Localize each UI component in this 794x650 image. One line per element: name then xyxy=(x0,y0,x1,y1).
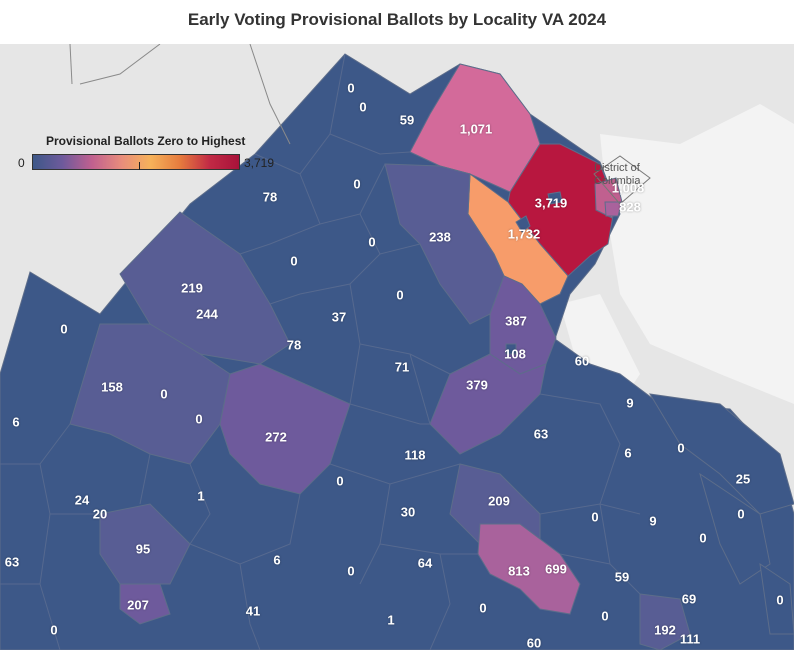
locality-label: 0 xyxy=(353,176,361,192)
locality-label: 0 xyxy=(347,80,355,96)
locality-label: 0 xyxy=(699,530,707,546)
locality-label: 379 xyxy=(466,377,488,393)
locality-label: 78 xyxy=(286,337,302,353)
map-area[interactable]: District of Columbia Provisional Ballots… xyxy=(0,44,794,650)
locality-label: 1,071 xyxy=(459,121,493,137)
locality-label: 6 xyxy=(273,552,281,568)
locality-label: 0 xyxy=(336,473,344,489)
locality-label: 0 xyxy=(160,386,168,402)
map-svg[interactable] xyxy=(0,44,794,650)
locality-label: 0 xyxy=(195,411,203,427)
locality-label: 30 xyxy=(400,504,416,520)
legend: Provisional Ballots Zero to Highest 0 3,… xyxy=(18,132,288,174)
locality-label: 0 xyxy=(60,321,68,337)
enclave[interactable] xyxy=(515,215,531,233)
locality-label: 64 xyxy=(417,555,433,571)
map-title: Early Voting Provisional Ballots by Loca… xyxy=(187,10,607,29)
locality-label: 118 xyxy=(404,447,426,463)
locality-label: 41 xyxy=(245,603,261,619)
state-border xyxy=(69,44,73,85)
eastern-shore-south[interactable] xyxy=(699,472,771,585)
locality-label: 387 xyxy=(505,313,527,329)
county-boundaries xyxy=(0,53,641,650)
locality-label: 111 xyxy=(679,631,701,647)
locality-label: 238 xyxy=(429,229,451,245)
locality-label: 63 xyxy=(533,426,549,442)
locality-label: 0 xyxy=(479,600,487,616)
locality-label: 25 xyxy=(735,471,751,487)
locality-label: 63 xyxy=(4,554,20,570)
locality-label: 6 xyxy=(12,414,20,430)
locality-label: 6 xyxy=(624,445,632,461)
locality-label: 1 xyxy=(197,488,205,504)
enclave[interactable] xyxy=(505,343,517,355)
locality-label: 60 xyxy=(526,635,542,650)
locality-label: 1,732 xyxy=(507,226,541,242)
locality-label: 60 xyxy=(574,353,590,369)
locality-label: 0 xyxy=(359,99,367,115)
legend-max-label: 3,719 xyxy=(244,156,275,170)
state-border xyxy=(249,44,291,145)
locality-label: 0 xyxy=(677,440,685,456)
enclave[interactable] xyxy=(547,191,563,205)
locality-label: 24 xyxy=(74,492,90,508)
locality-label: 78 xyxy=(262,189,278,205)
county-1071[interactable] xyxy=(409,63,541,193)
locality-label: 59 xyxy=(399,112,415,128)
locality-label: 219 xyxy=(181,280,203,296)
locality-label: 192 xyxy=(654,622,676,638)
legend-tick xyxy=(139,162,140,170)
county-828[interactable] xyxy=(604,201,623,217)
legend-title: Provisional Ballots Zero to Highest xyxy=(46,134,246,148)
locality-label: 158 xyxy=(101,379,123,395)
legend-color-bar xyxy=(32,154,240,170)
locality-label: 9 xyxy=(649,513,657,529)
locality-label: 69 xyxy=(681,591,697,607)
legend-min-label: 0 xyxy=(18,156,25,170)
county-379[interactable] xyxy=(429,353,547,455)
eastern-shore[interactable] xyxy=(649,393,794,515)
locality-label: 59 xyxy=(614,569,630,585)
locality-label: 828 xyxy=(619,199,641,215)
county-192[interactable] xyxy=(639,593,691,650)
locality-label: 0 xyxy=(347,563,355,579)
dc-boundary xyxy=(593,155,651,205)
locality-label: 209 xyxy=(488,493,510,509)
locality-label: 272 xyxy=(265,429,287,445)
locality-label: 0 xyxy=(368,234,376,250)
county-207[interactable] xyxy=(119,583,171,625)
county-95[interactable] xyxy=(99,503,191,585)
locality-label: 9 xyxy=(626,395,634,411)
locality-label: 0 xyxy=(776,592,784,608)
locality-label: 207 xyxy=(127,597,149,613)
locality-label: 3,719 xyxy=(534,195,568,211)
county-813-699[interactable] xyxy=(477,523,581,615)
dc-label: District of Columbia xyxy=(594,162,641,187)
locality-label: 0 xyxy=(601,608,609,624)
locality-label: 0 xyxy=(737,506,745,522)
locality-label: 699 xyxy=(545,561,567,577)
eastern-shore-tip[interactable] xyxy=(759,562,794,635)
locality-label: 813 xyxy=(508,563,530,579)
locality-label: 108 xyxy=(504,346,526,362)
locality-label: 95 xyxy=(135,541,151,557)
locality-label: 244 xyxy=(196,306,218,322)
locality-label: 20 xyxy=(92,506,108,522)
locality-label: 71 xyxy=(394,359,410,375)
locality-label: 0 xyxy=(290,253,298,269)
locality-label: 0 xyxy=(396,287,404,303)
state-border xyxy=(79,44,161,85)
locality-label: 0 xyxy=(591,509,599,525)
locality-label: 1,008 xyxy=(611,180,645,196)
locality-label: 0 xyxy=(50,622,58,638)
locality-label: 1 xyxy=(387,612,395,628)
locality-label: 37 xyxy=(331,309,347,325)
